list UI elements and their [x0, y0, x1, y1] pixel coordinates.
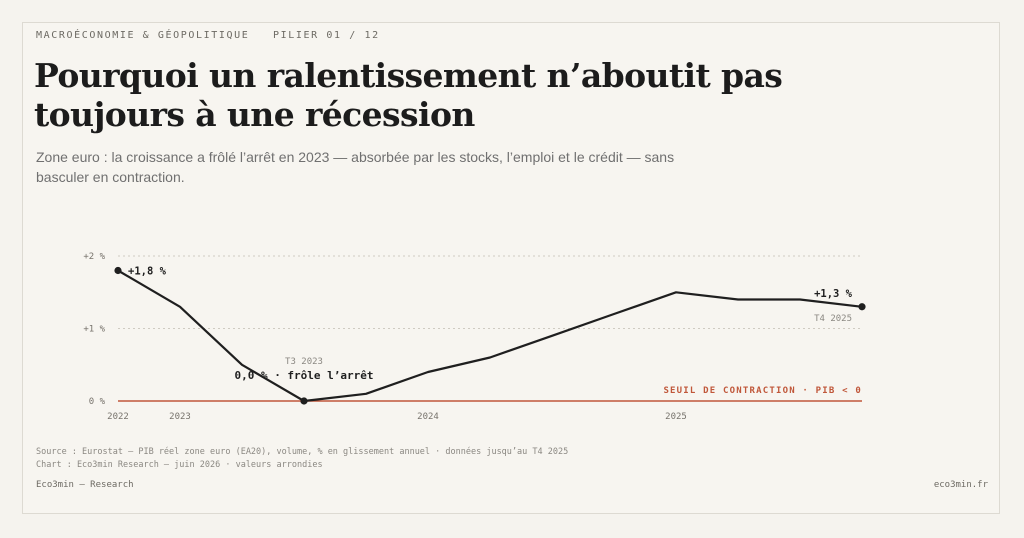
source-line: Source : Eurostat — PIB réel zone euro (…: [36, 447, 569, 457]
source-note: Source : Eurostat — PIB réel zone euro (…: [36, 446, 568, 471]
eyebrow: MACROÉCONOMIE & GÉOPOLITIQUE PILIER 01 /…: [36, 30, 380, 41]
gdp-growth-line: [116, 269, 864, 403]
footer-site: eco3min.fr: [933, 480, 988, 490]
y-tick-label: +2 %: [83, 252, 105, 262]
annotation-label: +1,3 %: [814, 288, 853, 300]
threshold-label: SEUIL DE CONTRACTION · PIB < 0: [663, 386, 862, 396]
page-title: Pourquoi un ralentissement n’aboutit pas…: [34, 56, 783, 134]
x-tick-label: 2022: [107, 412, 129, 422]
x-tick-label: 2023: [169, 412, 191, 422]
footer-brand: Eco3min — Research: [36, 480, 134, 490]
annotation-label: 0,0 % · frôle l’arrêt: [234, 369, 373, 382]
x-tick-label: 2024: [417, 412, 439, 422]
y-tick-label: +1 %: [83, 325, 105, 335]
y-tick-label: 0 %: [89, 397, 106, 407]
annotation-sublabel: T3 2023: [285, 357, 323, 367]
category-label: MACROÉCONOMIE & GÉOPOLITIQUE: [36, 30, 250, 41]
data-point-start: [114, 266, 122, 275]
page-subtitle: Zone euro : la croissance a frôlé l’arrê…: [36, 149, 675, 185]
annotation-sublabel: T4 2025: [814, 314, 852, 324]
data-point-trough: [300, 397, 308, 405]
chart-credit-line: Chart : Eco3min Research — juin 2026 · v…: [36, 459, 323, 470]
card: [22, 22, 1000, 514]
annotation-label: +1,8 %: [128, 266, 167, 278]
x-tick-label: 2025: [665, 412, 687, 422]
data-point-end: [858, 303, 866, 311]
pillar-label: PILIER 01 / 12: [273, 30, 380, 41]
